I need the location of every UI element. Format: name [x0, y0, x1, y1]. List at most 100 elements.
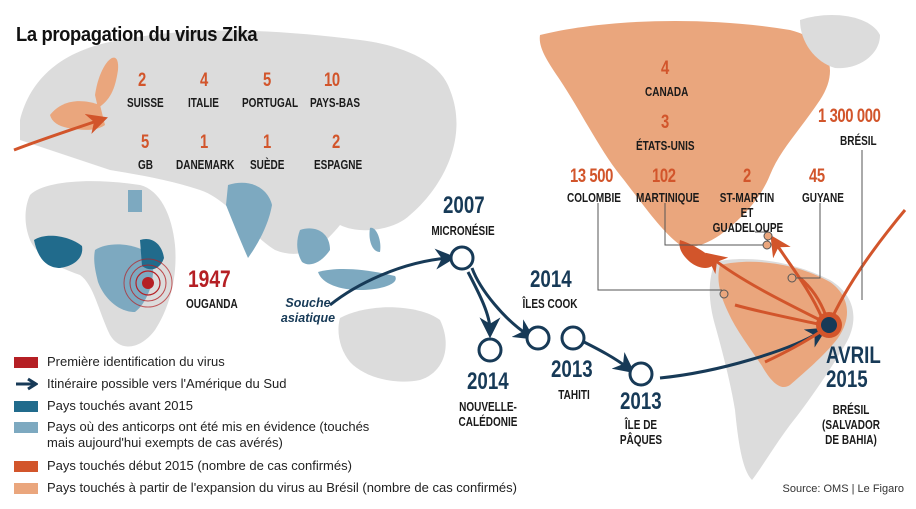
brazil-marker-inner	[821, 317, 837, 333]
route-place-cook: ÎLES COOK	[522, 297, 578, 311]
europe-count-portugal: 5	[263, 70, 271, 91]
eurasia-landmass	[20, 30, 457, 254]
legend-swatch-first-id	[14, 357, 38, 368]
europe-count-suede: 1	[263, 132, 271, 153]
europe-country-espagne: ESPAGNE	[314, 158, 363, 172]
americas-count-stmartin: 2	[743, 166, 751, 187]
legend-label-route: Itinéraire possible vers l'Amérique du S…	[47, 376, 287, 391]
americas-count-canada: 4	[661, 58, 669, 79]
route-year-easter: 2013	[620, 388, 662, 415]
north-america-landmass	[539, 20, 830, 247]
spread-to-europe	[13, 114, 108, 152]
route-year-tahiti: 2013	[551, 356, 593, 383]
route-tahiti-easter	[579, 338, 635, 374]
dot-guyane	[787, 273, 797, 283]
route-year-micronesia: 2007	[443, 192, 485, 219]
americas-count-usa: 3	[661, 112, 669, 133]
europe-country-portugal: PORTUGAL	[242, 96, 299, 110]
europe-country-suisse: SUISSE	[127, 96, 164, 110]
legend-label-before-2015: Pays touchés avant 2015	[47, 398, 193, 413]
origin-year: 1947	[188, 266, 231, 293]
americas-country-usa: ÉTATS-UNIS	[636, 139, 695, 153]
southeast-asia-antibodies	[297, 228, 330, 265]
callout-guyane	[793, 203, 821, 279]
node-micronesia	[449, 245, 475, 271]
route-place-tahiti: TAHITI	[558, 388, 590, 402]
node-newcaledonia	[477, 337, 503, 363]
route-asia-micronesia	[329, 248, 457, 307]
origin-place: OUGANDA	[186, 297, 238, 311]
legend-item-early-2015: Pays touchés début 2015 (nombre de cas c…	[14, 458, 352, 473]
egypt-antibodies	[128, 190, 142, 212]
legend-swatch-early-2015	[14, 461, 38, 472]
europe-country-danemark: DANEMARK	[176, 158, 235, 172]
legend-swatch-brazil-expansion	[14, 483, 38, 494]
spread-to-guyana	[799, 276, 828, 317]
callout-colombia	[597, 203, 722, 291]
indonesia-antibodies	[318, 269, 396, 290]
spread-south	[764, 330, 821, 364]
uganda-ring-2	[135, 270, 161, 296]
dot-martinique	[762, 240, 772, 250]
dot-colombia	[719, 289, 729, 299]
americas-country-bresil: BRÉSIL	[840, 134, 877, 148]
spread-to-mexico	[705, 252, 821, 322]
philippines-antibodies	[369, 227, 381, 252]
node-tahiti	[560, 325, 586, 351]
callout-martinique	[664, 203, 765, 246]
americas-country-stmartin: ST-MARTIN ET GUADELOUPE	[712, 191, 784, 235]
route-micronesia-newcal	[466, 271, 501, 339]
legend-label-brazil-expansion: Pays touchés à partir de l'expansion du …	[47, 480, 517, 495]
europe-count-danemark: 1	[200, 132, 208, 153]
legend-arrow-icon	[16, 377, 38, 391]
uganda-ring-3	[129, 264, 167, 302]
uganda-ring-4	[123, 258, 173, 308]
europe-count-suisse: 2	[138, 70, 146, 91]
node-cook	[525, 325, 551, 351]
europe-country-italie: ITALIE	[188, 96, 219, 110]
route-place-easter: ÎLE DE PÂQUES	[619, 418, 663, 447]
scandinavia	[95, 57, 119, 108]
americas-country-canada: CANADA	[645, 85, 689, 99]
route-place-newcaledonia: NOUVELLE-CALÉDONIE	[458, 400, 518, 429]
legend-item-before-2015: Pays touchés avant 2015	[14, 398, 193, 413]
spread-to-colombia	[734, 303, 819, 326]
page-title: La propagation du virus Zika	[16, 24, 258, 46]
greenland	[800, 15, 880, 69]
legend-swatch-before-2015	[14, 401, 38, 412]
india-antibodies	[226, 182, 272, 258]
europe-country-paysbas: PAYS-BAS	[310, 96, 361, 110]
route-place-micronesia: MICRONÉSIE	[431, 224, 495, 238]
europe-count-paysbas: 10	[324, 70, 340, 91]
uganda-core	[142, 277, 154, 289]
legend-item-antibodies: Pays où des anticorps ont été mis en évi…	[14, 419, 377, 451]
route-year-cook: 2014	[530, 266, 572, 293]
west-africa-affected	[34, 235, 83, 268]
legend-item-brazil-expansion: Pays touchés à partir de l'expansion du …	[14, 480, 517, 495]
route-place-brazil: BRÉSIL (SALVADOR DE BAHIA)	[822, 403, 880, 447]
europe-count-gb: 5	[141, 132, 149, 153]
legend-label-early-2015: Pays touchés début 2015 (nombre de cas c…	[47, 458, 352, 473]
americas-country-martinique: MARTINIQUE	[636, 191, 700, 205]
europe-count-italie: 4	[200, 70, 208, 91]
americas-count-bresil: 1 300 000	[818, 106, 881, 127]
node-easter	[628, 361, 654, 387]
australia-landmass	[338, 307, 446, 382]
route-year-newcaledonia: 2014	[467, 368, 509, 395]
legend-label-antibodies: Pays où des anticorps ont été mis en évi…	[47, 419, 370, 450]
europe-country-gb: GB	[138, 158, 153, 172]
route-micronesia-cook	[470, 267, 536, 340]
europe-count-espagne: 2	[332, 132, 340, 153]
east-africa-affected	[140, 238, 164, 270]
strain-label: Souche asiatique	[280, 296, 336, 325]
dot-stmartin	[763, 231, 773, 241]
legend-item-first-id: Première identification du virus	[14, 354, 225, 369]
legend-label-first-id: Première identification du virus	[47, 354, 225, 369]
legend-swatch-antibodies	[14, 422, 38, 433]
americas-count-colombie: 13 500	[570, 166, 613, 187]
americas-count-martinique: 102	[652, 166, 676, 187]
americas-country-guyane: GUYANE	[802, 191, 844, 205]
legend-item-route: Itinéraire possible vers l'Amérique du S…	[14, 376, 287, 391]
